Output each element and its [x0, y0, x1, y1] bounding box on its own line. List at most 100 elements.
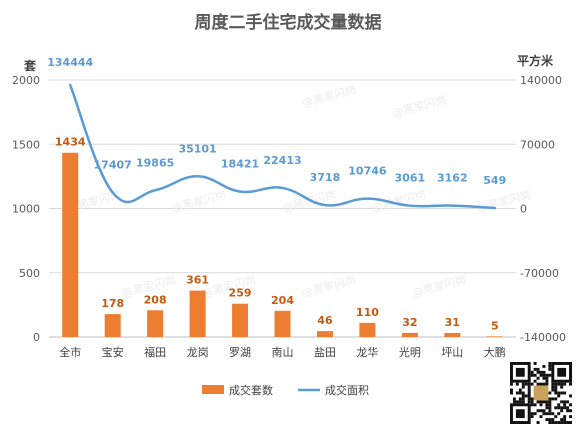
y-right-axis-label: 平方米	[517, 53, 554, 68]
qr-module	[551, 382, 555, 386]
qr-module	[548, 362, 552, 365]
qr-module	[530, 403, 534, 407]
bar-value-label: 361	[186, 274, 209, 287]
qr-module	[542, 409, 546, 413]
qr-module	[569, 403, 572, 407]
qr-module	[530, 412, 534, 416]
line-value-label: 35101	[178, 142, 216, 155]
qr-module	[563, 406, 567, 410]
bar-南山	[274, 310, 291, 337]
qr-finder-core	[515, 367, 525, 377]
qr-module	[539, 373, 543, 377]
qr-module	[542, 400, 546, 404]
qr-module	[554, 397, 558, 401]
qr-module	[560, 385, 564, 389]
qr-module	[510, 382, 513, 386]
watermark-text: @黑家闪岗	[371, 187, 428, 215]
y-left-tick-label: 0	[33, 331, 40, 344]
y-left-axis-label: 套	[23, 58, 37, 73]
bar-value-label: 110	[356, 306, 379, 319]
legend-bar-swatch	[202, 385, 224, 394]
qr-module	[518, 397, 522, 401]
qr-module	[530, 415, 534, 419]
qr-module	[545, 373, 549, 377]
x-tick-label: 坪山	[441, 346, 463, 359]
qr-module	[545, 376, 549, 380]
bar-大鹏	[486, 336, 503, 337]
qr-module	[557, 391, 561, 395]
qr-module	[557, 394, 561, 398]
line-value-label: 17407	[94, 159, 132, 172]
qr-module	[521, 385, 525, 389]
qr-module	[527, 397, 531, 401]
qr-module	[527, 382, 531, 386]
qr-module	[510, 388, 513, 392]
qr-module	[554, 388, 558, 392]
legend-line-label: 成交面积	[325, 383, 369, 397]
line-value-label: 3162	[437, 172, 468, 185]
qr-module	[536, 376, 540, 380]
qr-finder-core	[515, 409, 525, 419]
bar-value-label: 46	[317, 314, 333, 327]
qr-module	[566, 400, 570, 404]
qr-module	[551, 397, 555, 401]
qr-module	[569, 394, 572, 398]
bar-value-label: 259	[229, 287, 252, 300]
qr-module	[518, 388, 522, 392]
qr-module	[545, 403, 549, 407]
qr-module	[530, 370, 534, 374]
qr-module	[542, 373, 546, 377]
qr-module	[548, 403, 552, 407]
x-tick-label: 盐田	[314, 346, 336, 359]
watermark-text: @黑家闪岗	[171, 187, 228, 215]
qr-module	[521, 394, 525, 398]
watermark-text: @黑家闪岗	[391, 92, 448, 120]
qr-module	[539, 409, 543, 413]
x-tick-label: 大鹏	[484, 345, 506, 359]
qr-module	[539, 382, 543, 386]
y-right-tick-label: 140000	[520, 74, 562, 87]
qr-module	[527, 400, 531, 404]
qr-module	[548, 409, 552, 413]
line-series-area	[68, 83, 497, 210]
qr-module	[569, 382, 572, 386]
qr-module	[560, 421, 564, 424]
qr-module	[569, 415, 572, 419]
line-value-label: 18421	[221, 158, 259, 171]
qr-module	[533, 367, 537, 371]
qr-module	[545, 412, 549, 416]
qr-module	[551, 418, 555, 422]
legend-bar-label: 成交套数	[229, 383, 273, 397]
watermark-text: @黑家闪岗	[301, 82, 358, 110]
line-value-label: 10746	[348, 165, 387, 178]
y-right-tick-label: 0	[520, 203, 527, 216]
bar-盐田	[316, 331, 333, 337]
bar-龙岗	[189, 290, 206, 337]
qr-module	[566, 409, 570, 413]
bar-value-label: 208	[144, 293, 167, 306]
y-left-tick-label: 1000	[12, 203, 40, 216]
qr-module	[551, 412, 555, 416]
qr-module	[542, 412, 546, 416]
bar-福田	[147, 310, 164, 337]
qr-module	[548, 412, 552, 416]
bar-value-label: 5	[491, 319, 499, 332]
qr-module	[563, 418, 567, 422]
qr-module	[560, 406, 564, 410]
qr-module	[563, 421, 567, 424]
qr-module	[560, 391, 564, 395]
qr-module	[530, 400, 534, 404]
y-left-tick-label: 1500	[12, 138, 40, 151]
qr-module	[569, 409, 572, 413]
qr-module	[542, 382, 546, 386]
qr-module	[527, 388, 531, 392]
qr-module	[554, 385, 558, 389]
qr-module	[512, 397, 516, 401]
qr-module	[557, 412, 561, 416]
qr-module	[539, 403, 543, 407]
watermark-text: @黑家闪岗	[281, 187, 338, 215]
qr-module	[545, 382, 549, 386]
qr-module	[548, 421, 552, 424]
qr-module	[533, 373, 537, 377]
